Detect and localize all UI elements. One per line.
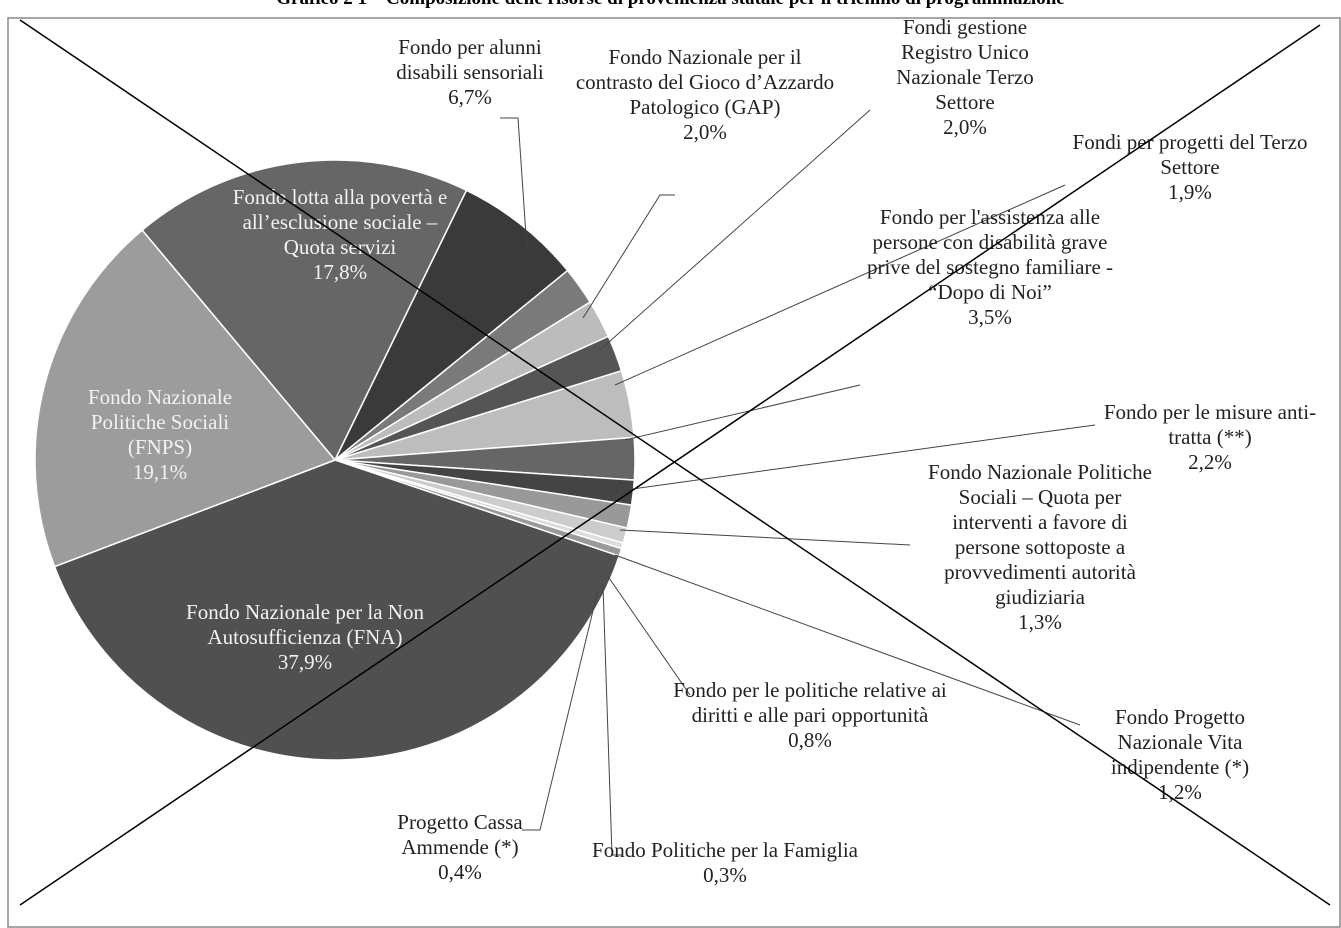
value-label: 19,1% xyxy=(132,460,188,484)
category-name: Fondo Progetto Nazionale Vita indipenden… xyxy=(1110,705,1250,779)
category-name: Fondo per le politiche relative ai dirit… xyxy=(673,678,947,727)
leader-line xyxy=(599,109,871,351)
value-label: 37,9% xyxy=(277,650,333,674)
value-label: 2,0% xyxy=(683,120,727,144)
slice-label: Fondo per le politiche relative ai dirit… xyxy=(670,678,950,753)
value-label: 1,2% xyxy=(1158,780,1202,804)
leader-line xyxy=(624,384,861,441)
category-name: Progetto Cassa Ammende (*) xyxy=(397,810,523,859)
value-label: 3,5% xyxy=(968,305,1012,329)
value-label: 0,3% xyxy=(703,863,747,887)
frame xyxy=(7,17,1341,928)
category-name: Fondo Nazionale Politiche Sociali – Quot… xyxy=(928,460,1152,609)
slice-label: Fondo Politiche per la Famiglia 0,3% xyxy=(585,838,865,888)
value-label: 0,8% xyxy=(788,728,832,752)
slice-label: Fondo Progetto Nazionale Vita indipenden… xyxy=(1070,705,1290,805)
slice-label: Progetto Cassa Ammende (*) 0,4% xyxy=(360,810,560,885)
category-name: Fondo Nazionale per la Non Autosufficien… xyxy=(186,600,424,649)
category-name: Fondo Nazionale per il contrasto del Gio… xyxy=(575,45,835,119)
value-label: 1,9% xyxy=(1168,180,1212,204)
slice-label: Fondo Nazionale Politiche Sociali (FNPS)… xyxy=(60,385,260,485)
slice-label: Fondi gestione Registro Unico Nazionale … xyxy=(865,15,1065,140)
value-label: 2,0% xyxy=(943,115,987,139)
leader-line xyxy=(582,194,675,319)
category-name: Fondo per le misure anti-tratta (**) xyxy=(1103,400,1317,449)
leader-line xyxy=(606,574,691,696)
category-name: Fondo Politiche per la Famiglia xyxy=(592,838,858,862)
category-name: Fondo lotta alla povertà e all’esclusion… xyxy=(232,185,448,259)
category-name: Fondo per l'assistenza alle persone con … xyxy=(866,205,1114,304)
value-label: 6,7% xyxy=(448,85,492,109)
category-name: Fondi gestione Registro Unico Nazionale … xyxy=(896,15,1034,114)
leader-line xyxy=(602,584,622,856)
slice-label: Fondo lotta alla povertà e all’esclusion… xyxy=(225,185,455,285)
value-label: 17,8% xyxy=(312,260,368,284)
slice-label: Fondo Nazionale per il contrasto del Gio… xyxy=(575,45,835,145)
chart-title: Grafico 2 1 – Composizione delle risorse… xyxy=(0,0,1341,10)
slice-label: Fondo per l'assistenza alle persone con … xyxy=(850,205,1130,330)
slice-label: Fondo Nazionale Politiche Sociali – Quot… xyxy=(920,460,1160,635)
slice-label: Fondi per progetti del Terzo Settore 1,9% xyxy=(1060,130,1320,205)
leader-line xyxy=(619,529,911,546)
category-name: Fondo per alunni disabili sensoriali xyxy=(396,35,544,84)
category-name: Fondi per progetti del Terzo Settore xyxy=(1072,130,1308,179)
slice-label: Fondo Nazionale per la Non Autosufficien… xyxy=(175,600,435,675)
category-name: Fondo Nazionale Politiche Sociali (FNPS) xyxy=(87,385,233,459)
slice-label: Fondo per alunni disabili sensoriali 6,7% xyxy=(370,35,570,110)
value-label: 1,3% xyxy=(1018,610,1062,634)
value-label: 0,4% xyxy=(438,860,482,884)
